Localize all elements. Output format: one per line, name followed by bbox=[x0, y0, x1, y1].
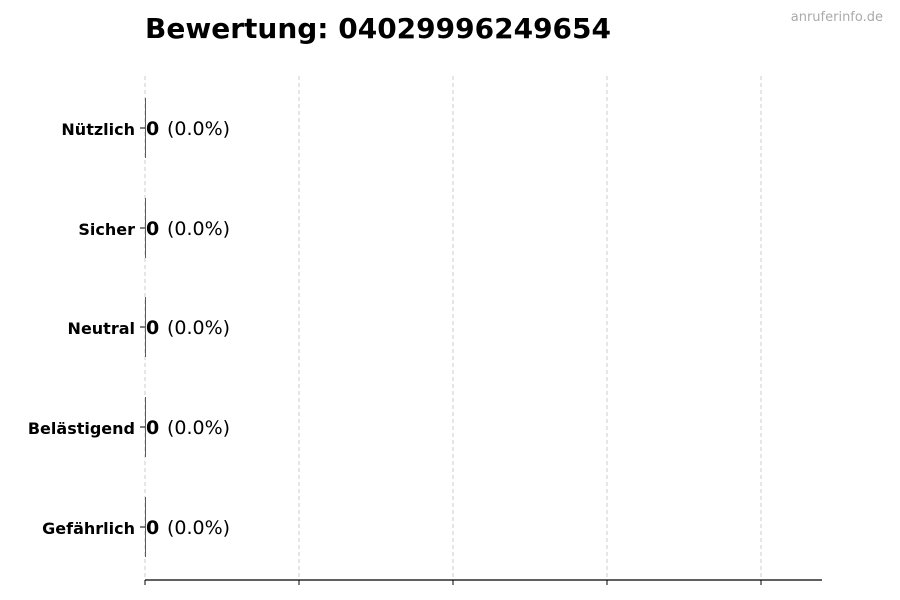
category-label: Sicher bbox=[78, 220, 135, 239]
category-label: Gefährlich bbox=[42, 519, 135, 538]
category-label: Neutral bbox=[68, 319, 135, 338]
value-label: 0 bbox=[146, 417, 159, 439]
percent-label: (0.0%) bbox=[167, 317, 230, 339]
watermark: anruferinfo.de bbox=[790, 10, 883, 25]
bar bbox=[145, 297, 146, 357]
value-label: 0 bbox=[146, 118, 159, 140]
category-label: Belästigend bbox=[28, 419, 135, 438]
value-label: 0 bbox=[146, 517, 159, 539]
bar bbox=[145, 98, 146, 158]
percent-label: (0.0%) bbox=[167, 218, 230, 240]
chart-title: Bewertung: 04029996249654 bbox=[145, 12, 611, 45]
bar bbox=[145, 198, 146, 258]
value-label: 0 bbox=[146, 317, 159, 339]
percent-label: (0.0%) bbox=[167, 517, 230, 539]
bar bbox=[145, 497, 146, 557]
bar bbox=[145, 397, 146, 457]
percent-label: (0.0%) bbox=[167, 417, 230, 439]
value-label: 0 bbox=[146, 218, 159, 240]
category-label: Nützlich bbox=[61, 120, 135, 139]
percent-label: (0.0%) bbox=[167, 118, 230, 140]
